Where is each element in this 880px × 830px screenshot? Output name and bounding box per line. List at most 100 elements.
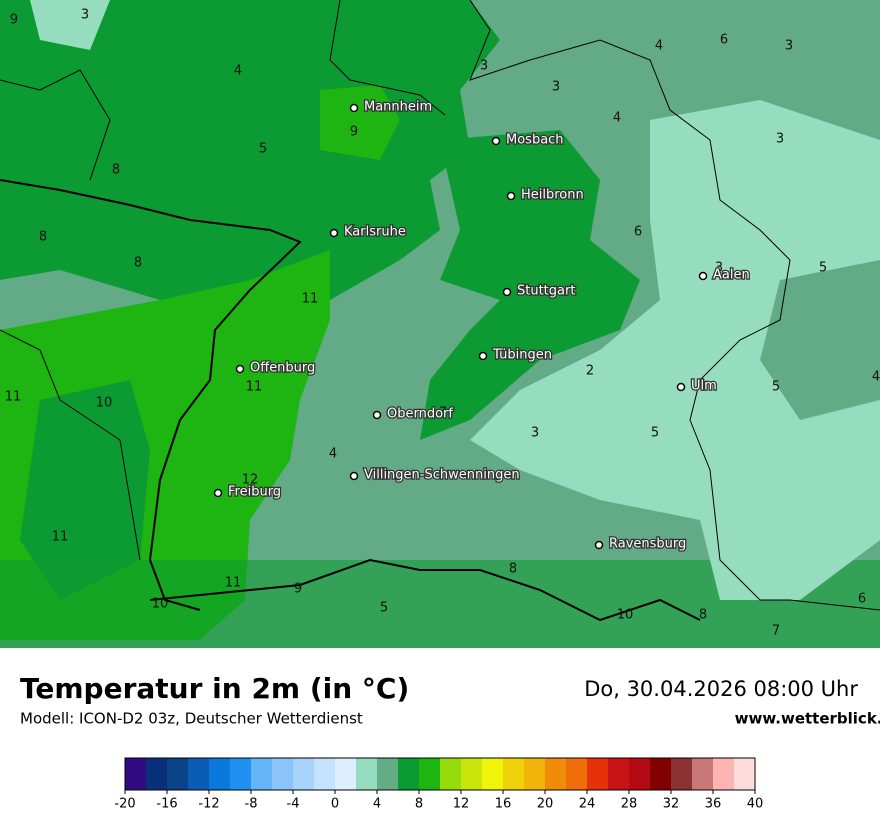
map-value-label: 3 xyxy=(776,132,784,147)
map-value-label: 11 xyxy=(52,530,69,545)
state-border xyxy=(469,0,880,611)
colorbar-tick-label: 4 xyxy=(373,797,381,812)
subtitle: Modell: ICON-D2 03z, Deutscher Wetterdie… xyxy=(20,710,363,728)
colorbar-tick-label: 32 xyxy=(663,797,680,812)
map-value-label: 3 xyxy=(81,8,89,23)
colorbar-swatch xyxy=(503,758,525,790)
city-label: Heilbronn xyxy=(521,188,584,203)
map-value-label: 10 xyxy=(617,608,634,623)
map-value-label: 6 xyxy=(720,33,728,48)
city-label: Karlsruhe xyxy=(344,225,406,240)
colorbar-swatch xyxy=(419,758,441,790)
city-label: Mosbach xyxy=(506,133,564,148)
colorbar-tick-label: 36 xyxy=(705,797,722,812)
region-warmer xyxy=(320,85,400,160)
map-value-label: 6 xyxy=(634,225,642,240)
colorbar-swatch xyxy=(188,758,210,790)
colorbar-swatch xyxy=(734,758,756,790)
map-value-label: 8 xyxy=(517,283,525,298)
map-value-label: 10 xyxy=(152,597,169,612)
city-label: Tübingen xyxy=(492,348,552,363)
colorbar-swatch xyxy=(608,758,630,790)
colorbar-swatch xyxy=(650,758,672,790)
map-value-label: 8 xyxy=(134,256,142,271)
map-value-label: 3 xyxy=(531,426,539,441)
city-marker xyxy=(698,271,708,281)
region-warm xyxy=(0,0,500,330)
map-value-label: 3 xyxy=(552,80,560,95)
colorbar-swatch xyxy=(482,758,504,790)
map-value-label: 8 xyxy=(39,230,47,245)
map-value-label: 5 xyxy=(380,601,388,616)
map-value-label: 11 xyxy=(225,576,242,591)
colorbar-swatch xyxy=(293,758,315,790)
city-label: Villingen-Schwenningen xyxy=(364,468,520,483)
colorbar-swatch xyxy=(440,758,462,790)
colorbar-tick-label: -4 xyxy=(287,797,300,812)
map-value-label: 3 xyxy=(715,261,723,276)
city-label: Oberndorf xyxy=(387,407,453,422)
city-marker xyxy=(349,103,359,113)
map-value-label: 5 xyxy=(259,142,267,157)
colorbar-swatch xyxy=(146,758,168,790)
map-value-label: 4 xyxy=(329,447,337,462)
colorbar-swatch xyxy=(314,758,336,790)
colorbar-swatch xyxy=(209,758,231,790)
colorbar-swatch xyxy=(125,758,147,790)
city-marker xyxy=(213,488,223,498)
borders xyxy=(0,0,880,622)
city-label: Ravensburg xyxy=(609,537,686,552)
map-value-label: 6 xyxy=(858,592,866,607)
colorbar-tick-label: 24 xyxy=(579,797,596,812)
colorbar-swatch xyxy=(251,758,273,790)
colorbar-swatch xyxy=(461,758,483,790)
region-warm xyxy=(420,130,640,440)
map xyxy=(0,0,880,648)
state-border xyxy=(329,0,446,116)
map-value-label: 11 xyxy=(246,380,263,395)
region-cool xyxy=(30,0,110,50)
city-label: Ulm xyxy=(691,379,717,394)
city-marker xyxy=(349,471,359,481)
colorbar-tick-label: 20 xyxy=(537,797,554,812)
city-label: Freiburg xyxy=(228,485,281,500)
map-value-label: 3 xyxy=(480,59,488,74)
colorbar-swatch xyxy=(335,758,357,790)
colorbar-frame xyxy=(124,757,756,791)
region-cool xyxy=(470,100,880,600)
city-marker xyxy=(372,410,382,420)
map-value-label: 7 xyxy=(772,624,780,639)
colorbar-swatch xyxy=(167,758,189,790)
city-marker xyxy=(235,364,245,374)
map-value-label: 12 xyxy=(242,473,259,488)
colorbar-tick-label: 40 xyxy=(747,797,764,812)
colorbar-swatch xyxy=(566,758,588,790)
city-marker xyxy=(491,136,501,146)
map-value-label: 9 xyxy=(350,125,358,140)
map-value-label: 9 xyxy=(10,13,18,28)
colorbar-tick-label: -16 xyxy=(156,797,177,812)
map-value-label: 5 xyxy=(772,380,780,395)
colorbar-swatch xyxy=(545,758,567,790)
map-value-label: 8 xyxy=(509,562,517,577)
map-value-label: 8 xyxy=(699,608,707,623)
colorbar-tick-label: 8 xyxy=(415,797,423,812)
map-value-label: 8 xyxy=(112,163,120,178)
map-value-label: 9 xyxy=(294,582,302,597)
footer xyxy=(0,648,880,830)
map-value-label: 4 xyxy=(655,39,663,54)
colorbar-swatch xyxy=(356,758,378,790)
colorbar-swatch xyxy=(629,758,651,790)
map-value-label: 4 xyxy=(234,64,242,79)
colorbar-swatch xyxy=(377,758,399,790)
colorbar-tick-label: 16 xyxy=(495,797,512,812)
state-border xyxy=(0,329,141,561)
map-value-label: 4 xyxy=(613,111,621,126)
colorbar-swatch xyxy=(587,758,609,790)
website: www.wetterblick.com xyxy=(735,710,880,728)
colorbar-swatch xyxy=(713,758,735,790)
map-value-label: 11 xyxy=(5,390,22,405)
